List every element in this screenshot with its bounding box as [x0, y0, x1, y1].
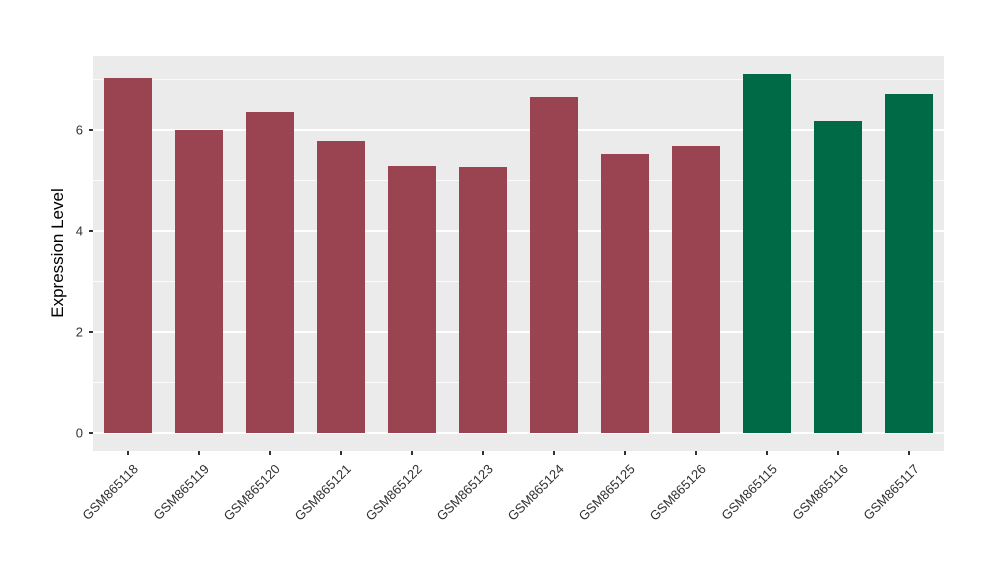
x-tick-label-GSM865121: GSM865121 — [291, 461, 355, 524]
y-gridline-minor — [93, 281, 944, 283]
x-tick-label-GSM865124: GSM865124 — [504, 461, 567, 524]
x-tick-mark — [198, 451, 201, 455]
y-tick-label: 0 — [75, 425, 83, 441]
x-tick-mark — [411, 451, 414, 455]
y-tick-label: 4 — [75, 223, 83, 239]
bar-GSM865124 — [529, 97, 578, 434]
x-tick-label-GSM865122: GSM865122 — [362, 461, 426, 524]
y-gridline-major — [93, 230, 944, 233]
x-tick-label-GSM865120: GSM865120 — [220, 461, 284, 524]
bar-GSM865117 — [884, 94, 933, 434]
bar-GSM865119 — [175, 129, 224, 434]
x-tick-mark — [907, 451, 910, 455]
bar-GSM865123 — [459, 166, 508, 434]
x-tick-mark — [836, 451, 839, 455]
bar-GSM865120 — [246, 112, 295, 434]
x-tick-label-GSM865123: GSM865123 — [433, 461, 496, 524]
x-tick-label-GSM865115: GSM865115 — [718, 461, 780, 523]
bar-GSM865116 — [813, 121, 862, 434]
x-tick-mark — [694, 451, 697, 455]
x-tick-label-GSM865126: GSM865126 — [646, 461, 709, 524]
y-tick-mark — [89, 230, 93, 233]
y-tick-mark — [89, 129, 93, 131]
y-tick-label: 6 — [75, 122, 83, 138]
x-tick-mark — [623, 451, 626, 455]
y-tick-label: 2 — [75, 324, 83, 340]
bar-GSM865122 — [388, 166, 437, 434]
x-tick-label-GSM865119: GSM865119 — [150, 461, 213, 523]
x-tick-mark — [269, 451, 272, 455]
plot-panel — [93, 56, 944, 451]
x-tick-label-GSM865125: GSM865125 — [575, 461, 638, 524]
x-tick-label-GSM865118: GSM865118 — [79, 461, 142, 523]
x-tick-mark — [482, 451, 485, 455]
y-gridline-major — [93, 129, 944, 131]
y-axis-title: Expression Level — [48, 188, 67, 318]
x-tick-mark — [552, 451, 555, 455]
y-gridline-minor — [93, 180, 944, 182]
bar-GSM865115 — [742, 73, 791, 434]
y-gridline-minor — [93, 382, 944, 384]
y-tick-mark — [89, 432, 93, 435]
y-gridline-minor — [93, 79, 944, 80]
y-gridline-major — [93, 331, 944, 334]
x-tick-label-GSM865117: GSM865117 — [859, 461, 922, 523]
x-tick-mark — [765, 451, 768, 455]
bar-GSM865121 — [317, 140, 366, 434]
bar-GSM865118 — [104, 77, 153, 434]
y-tick-mark — [89, 331, 93, 334]
x-tick-label-GSM865116: GSM865116 — [788, 461, 851, 523]
x-tick-mark — [127, 451, 130, 455]
x-tick-mark — [340, 451, 343, 455]
y-gridline-major — [93, 432, 944, 435]
bar-GSM865126 — [671, 146, 720, 434]
bar-GSM865125 — [600, 154, 649, 434]
